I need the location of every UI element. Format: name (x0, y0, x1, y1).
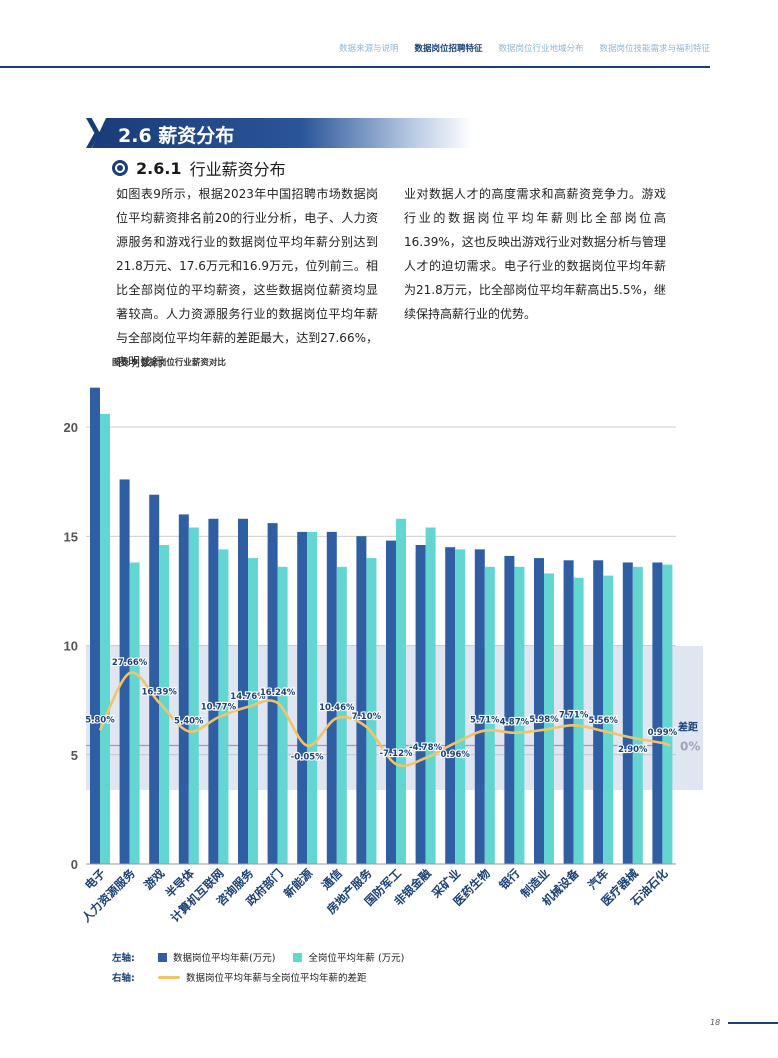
legend-item-data-salary: 数据岗位平均年薪(万元) (158, 950, 275, 964)
bar-all-salary (425, 527, 436, 864)
nav-item-recruit-features[interactable]: 数据岗位招聘特征 (414, 44, 483, 54)
bar-all-salary (336, 566, 347, 864)
y-tick-label: 15 (64, 529, 78, 544)
gap-data-label: -4.78% (409, 743, 442, 753)
y-tick-label: 0 (71, 857, 78, 872)
y-tick-label: 20 (64, 420, 78, 435)
gap-data-label: 5.56% (588, 716, 618, 726)
bar-data-salary (297, 531, 308, 864)
bar-all-salary (188, 527, 199, 864)
bar-all-salary (544, 573, 554, 864)
gap-data-label: 16.39% (141, 688, 177, 698)
bar-all-salary (159, 544, 170, 864)
gap-data-label: 5.71% (470, 716, 500, 726)
legend-item-all-salary: 全岗位平均年薪 (万元) (293, 950, 404, 964)
gap-data-label: 16.24% (260, 688, 296, 698)
gap-data-label: 0.96% (440, 750, 470, 760)
bar-data-salary (238, 518, 248, 864)
section-title: 2.6 薪资分布 (118, 125, 235, 147)
bar-all-salary (248, 558, 258, 864)
target-icon (112, 160, 128, 176)
nav-item-industry-region[interactable]: 数据岗位行业地域分布 (498, 44, 584, 54)
y-tick-label: 5 (71, 748, 78, 763)
bar-data-salary (267, 523, 278, 864)
gap-data-label: 7.71% (559, 710, 589, 720)
legend-series1: 数据岗位平均年薪(万元) (173, 953, 276, 964)
page-number: 18 (710, 1018, 721, 1027)
section-banner: 2.6 薪资分布 (86, 118, 472, 148)
bar-all-salary (129, 562, 140, 864)
legend-left-axis-label: 左轴: (112, 953, 135, 964)
bar-data-salary (386, 540, 396, 864)
bar-all-salary (662, 564, 673, 864)
bar-all-salary (632, 566, 643, 864)
bar-data-salary (208, 518, 219, 864)
gap-data-label: 4.87% (500, 718, 530, 728)
subsection-number: 2.6.1 (136, 158, 182, 178)
salary-chart: 0 5 10 15 20 0% 差距 5.80% 27.66% 16.39% 5.40% 10.77%… (64, 387, 703, 925)
right-axis-zero-label: 0% (680, 739, 700, 753)
bar-data-salary (356, 536, 367, 864)
page-number-rule (728, 1022, 778, 1024)
legend-right-axis: 右轴: 数据岗位平均年薪与全岗位平均年薪的差距 (112, 970, 385, 984)
bar-all-salary (100, 413, 110, 864)
bar-data-salary (563, 560, 574, 864)
gap-data-label: 5.40% (174, 716, 204, 726)
gap-data-label: 5.80% (85, 715, 115, 725)
body-text-right: 业对数据人才的高度需求和高薪资竞争力。游戏行业的数据岗位平均年薪则比全部岗位高1… (404, 187, 666, 321)
gap-data-label: 5.98% (529, 715, 559, 725)
bar-all-salary (366, 558, 377, 864)
gap-data-label: -0.05% (291, 753, 324, 763)
bar-data-salary (326, 531, 337, 864)
gap-data-label: 10.46% (319, 703, 355, 713)
bar-data-salary (593, 560, 604, 864)
figure-caption: 图表 9 数据岗位行业薪资对比 (112, 358, 226, 368)
nav-item-data-source[interactable]: 数据来源与说明 (338, 44, 399, 54)
subsection-heading: 2.6.1 行业薪资分布 (112, 156, 286, 180)
bar-all-salary (484, 566, 495, 864)
bar-data-salary (178, 514, 189, 864)
bar-data-salary (119, 479, 130, 864)
bar-all-salary (514, 566, 525, 864)
gap-line (98, 671, 671, 768)
body-text-left: 如图表9所示，根据2023年中国招聘市场数据岗位平均薪资排名前20的行业分析，电… (116, 187, 378, 369)
bar-data-salary (534, 558, 544, 864)
bar-data-salary (90, 387, 100, 864)
bar-data-salary (652, 562, 663, 864)
gap-data-label: 14.76% (230, 692, 266, 702)
legend-item-gap: 数据岗位平均年薪与全岗位平均年薪的差距 (158, 970, 367, 984)
category-label: 人力资源服务 (79, 866, 138, 925)
gap-data-label: 10.77% (201, 702, 237, 712)
bar-all-salary (396, 518, 406, 864)
bar-data-salary (474, 549, 485, 864)
bar-all-salary (603, 575, 614, 864)
bar-data-salary (149, 494, 160, 864)
legend-series2: 全岗位平均年薪 (万元) (308, 953, 405, 964)
gap-data-label: 27.66% (112, 658, 148, 668)
category-label: 新能源 (281, 866, 316, 901)
bar-all-salary (573, 577, 584, 864)
y-tick-label: 10 (64, 639, 78, 654)
gap-data-label: 7.10% (352, 712, 382, 722)
legend-series3: 数据岗位平均年薪与全岗位平均年薪的差距 (186, 973, 367, 984)
right-axis-title: 差距 (678, 720, 698, 733)
top-nav: 数据来源与说明 数据岗位招聘特征 数据岗位行业地域分布 数据岗位技能需求与福利特… (339, 42, 710, 54)
bar-data-salary (445, 547, 456, 864)
bar-data-salary (504, 555, 515, 864)
header-divider (0, 66, 710, 68)
bar-data-salary (622, 562, 633, 864)
bar-all-salary (307, 531, 318, 864)
gap-data-label: -7.12% (379, 749, 412, 759)
nav-item-skills-benefits[interactable]: 数据岗位技能需求与福利特征 (599, 44, 710, 54)
bar-all-salary (277, 566, 288, 864)
bar-all-salary (218, 549, 229, 864)
legend-left-axis: 左轴: 数据岗位平均年薪(万元) 全岗位平均年薪 (万元) (112, 950, 422, 964)
subsection-title: 行业薪资分布 (189, 160, 286, 179)
bar-data-salary (415, 544, 426, 864)
gap-data-label: 2.90% (618, 745, 648, 755)
bar-all-salary (455, 549, 466, 864)
gap-data-label: 0.99% (648, 728, 678, 738)
legend-right-axis-label: 右轴: (112, 973, 135, 984)
